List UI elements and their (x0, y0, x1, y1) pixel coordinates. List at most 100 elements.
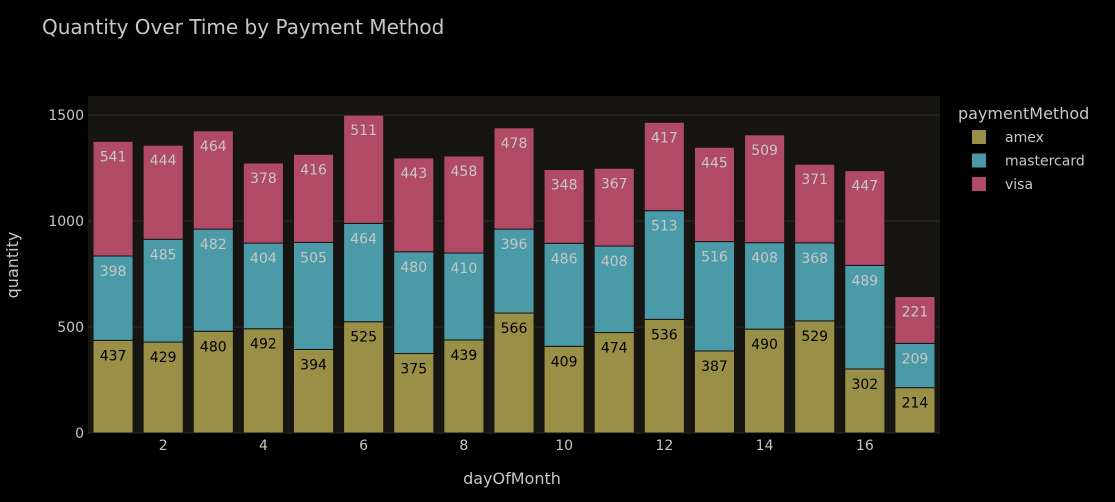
y-axis-title: quantity (3, 232, 22, 299)
legend-items[interactable]: amex mastercard visa (972, 130, 1085, 193)
data-label-visa: 447 (851, 179, 878, 195)
bar-amex[interactable] (493, 312, 535, 434)
data-label-mastercard: 398 (100, 264, 127, 280)
legend-title: paymentMethod (958, 104, 1089, 123)
bar-visa[interactable] (242, 162, 284, 244)
bar-amex[interactable] (593, 332, 635, 434)
y-tick-label: 1000 (48, 214, 84, 230)
bar-visa[interactable] (593, 167, 635, 247)
bar-mastercard[interactable] (894, 342, 936, 389)
bar-visa[interactable] (443, 155, 485, 254)
data-label-amex: 529 (801, 329, 828, 345)
bar-visa[interactable] (693, 146, 736, 243)
bar-amex[interactable] (543, 345, 585, 434)
data-label-visa: 458 (451, 164, 478, 180)
bar-visa[interactable] (493, 127, 535, 230)
data-label-amex: 387 (701, 359, 728, 375)
bar-amex[interactable] (643, 318, 685, 434)
bar-mastercard[interactable] (142, 238, 184, 343)
bar-mastercard[interactable] (693, 241, 736, 352)
data-label-mastercard: 513 (651, 219, 678, 235)
data-label-visa: 478 (501, 136, 528, 152)
legend-item-amex[interactable]: amex (972, 130, 1044, 146)
bar-amex[interactable] (744, 328, 786, 434)
bar-visa[interactable] (543, 169, 585, 244)
bar-mastercard[interactable] (343, 222, 385, 323)
data-label-amex: 394 (300, 357, 327, 373)
data-label-mastercard: 482 (200, 237, 227, 253)
bar-mastercard[interactable] (443, 252, 485, 341)
data-label-mastercard: 489 (851, 273, 878, 289)
bar-amex[interactable] (693, 350, 736, 434)
data-label-mastercard: 410 (451, 261, 478, 277)
bar-visa[interactable] (92, 140, 134, 257)
bar-amex[interactable] (393, 353, 435, 434)
data-label-mastercard: 368 (801, 251, 828, 267)
bar-mastercard[interactable] (192, 228, 234, 332)
bar-visa[interactable] (643, 121, 685, 212)
data-label-mastercard: 464 (350, 231, 377, 247)
bar-amex[interactable] (343, 321, 385, 434)
y-tick-label: 0 (75, 426, 84, 442)
bar-amex[interactable] (844, 368, 886, 434)
x-tick-label: 14 (756, 438, 774, 454)
bar-amex[interactable] (92, 339, 134, 434)
bar-visa[interactable] (343, 114, 385, 224)
bar-amex[interactable] (292, 348, 335, 434)
bar-amex[interactable] (443, 339, 485, 434)
legend-label: visa (1005, 177, 1033, 193)
bar-mastercard[interactable] (593, 245, 635, 334)
data-label-visa: 444 (150, 153, 177, 169)
bar-visa[interactable] (192, 130, 234, 230)
bar-visa[interactable] (142, 144, 184, 240)
bar-visa[interactable] (844, 170, 886, 266)
x-tick-label: 6 (359, 438, 368, 454)
bar-mastercard[interactable] (393, 251, 435, 355)
data-label-visa: 464 (200, 139, 227, 155)
data-label-visa: 511 (350, 123, 377, 139)
legend-item-mastercard[interactable]: mastercard (972, 153, 1085, 170)
bar-visa[interactable] (794, 163, 836, 244)
data-label-amex: 437 (100, 348, 127, 364)
bar-mastercard[interactable] (242, 242, 284, 330)
bar-amex[interactable] (142, 341, 184, 434)
bar-mastercard[interactable] (92, 255, 134, 341)
legend-item-visa[interactable]: visa (972, 177, 1033, 193)
bar-visa[interactable] (393, 157, 435, 253)
data-label-amex: 409 (551, 354, 578, 370)
data-label-amex: 480 (200, 339, 227, 355)
bar-visa[interactable] (744, 134, 786, 244)
data-label-amex: 439 (451, 348, 478, 364)
data-label-visa: 348 (551, 178, 578, 194)
legend-label: amex (1005, 130, 1044, 146)
data-label-visa: 445 (701, 155, 728, 171)
bar-mastercard[interactable] (292, 241, 335, 350)
data-label-amex: 492 (250, 337, 277, 353)
data-label-mastercard: 480 (400, 260, 427, 276)
data-label-mastercard: 485 (150, 247, 177, 263)
y-tick-label: 500 (57, 320, 84, 336)
bars (92, 114, 936, 434)
y-tick-label: 1500 (48, 108, 84, 124)
bar-mastercard[interactable] (643, 210, 685, 320)
data-label-mastercard: 505 (300, 250, 327, 266)
data-label-amex: 536 (651, 327, 678, 343)
data-label-visa: 509 (751, 143, 778, 159)
x-axis-ticks: 2 4 6 8 10 12 14 16 (159, 438, 874, 454)
data-label-visa: 378 (250, 171, 277, 187)
bar-labels: 437 429 480 492 394 525 375 439 566 409 474 536 387 4… (100, 123, 929, 412)
x-tick-label: 16 (856, 438, 874, 454)
legend[interactable]: paymentMethod amex mastercard visa (958, 104, 1089, 193)
data-label-amex: 566 (501, 321, 528, 337)
bar-visa[interactable] (894, 296, 936, 344)
bar-amex[interactable] (242, 328, 284, 434)
data-label-mastercard: 209 (902, 351, 929, 367)
data-label-mastercard: 408 (751, 251, 778, 267)
bar-amex[interactable] (794, 320, 836, 434)
data-label-mastercard: 404 (250, 251, 277, 267)
chart-title: Quantity Over Time by Payment Method (42, 15, 444, 39)
bar-visa[interactable] (292, 153, 335, 243)
bar-amex[interactable] (894, 387, 936, 434)
bar-amex[interactable] (192, 330, 234, 434)
